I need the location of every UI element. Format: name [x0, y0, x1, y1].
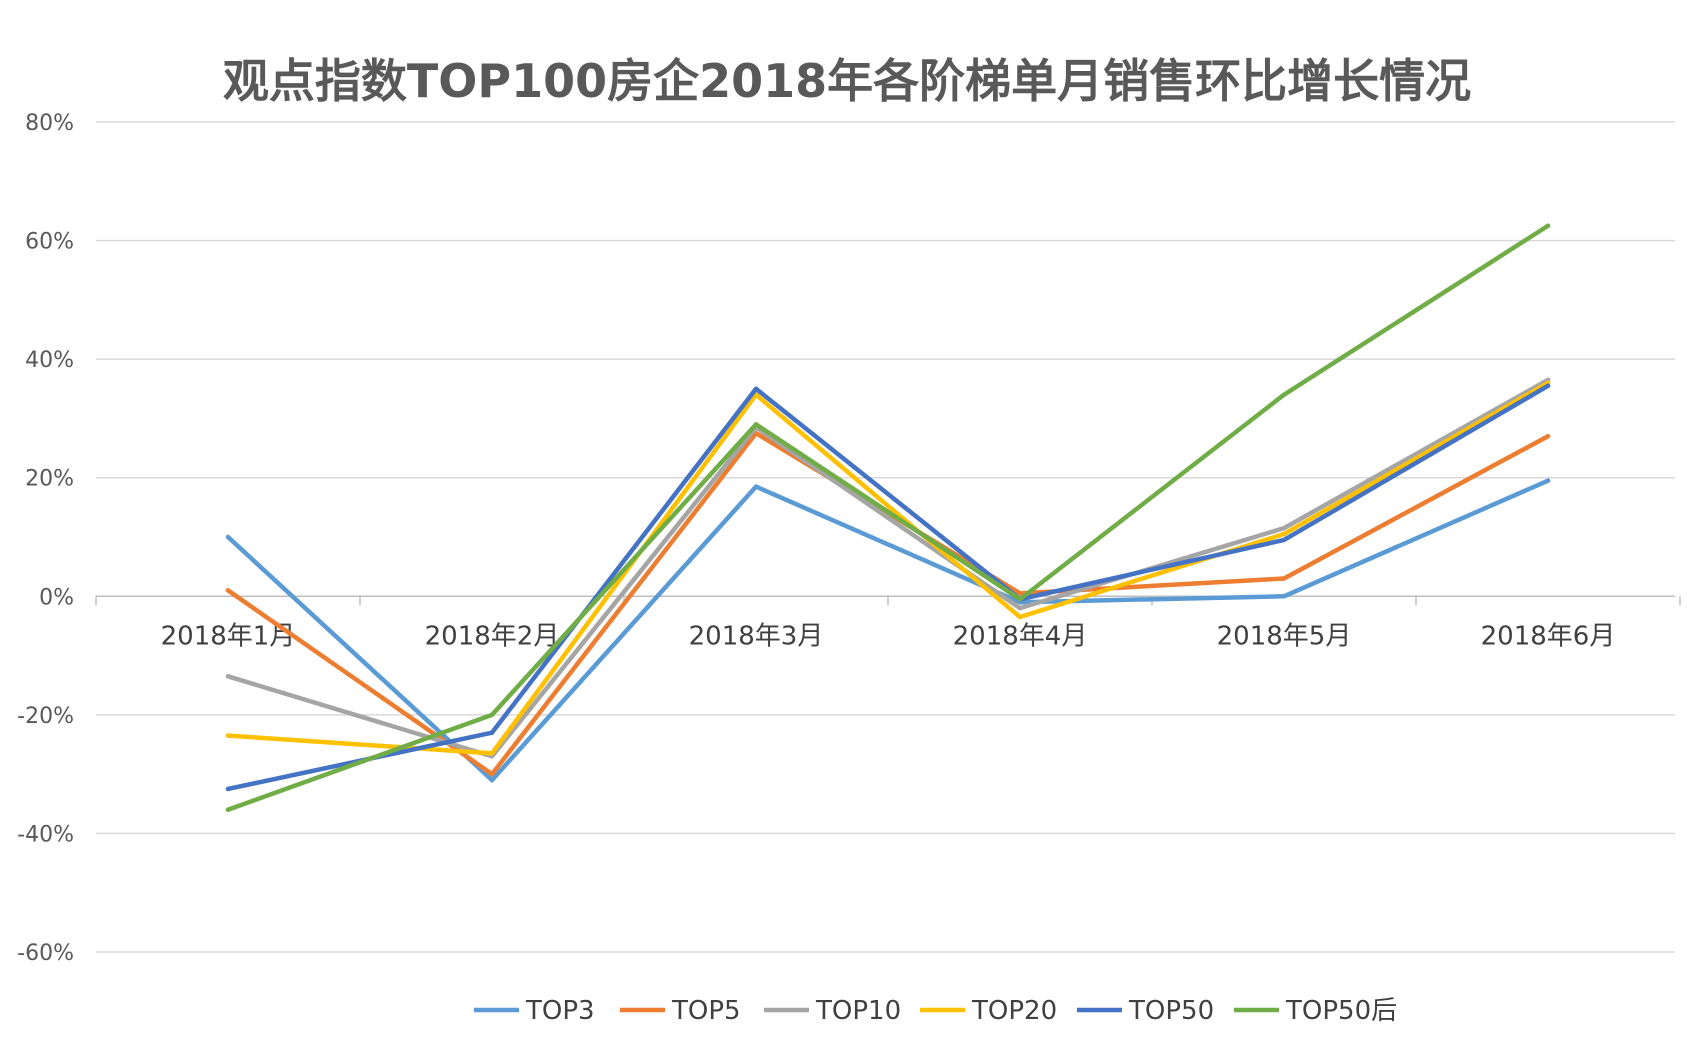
- data-point: [225, 786, 231, 792]
- legend-item: TOP5: [620, 996, 741, 1026]
- x-category-label: 2018年2月: [425, 621, 560, 651]
- data-point: [225, 733, 231, 738]
- data-point: [489, 751, 495, 756]
- legend-item: TOP3: [474, 996, 595, 1026]
- y-tick-label: -60%: [17, 941, 74, 966]
- series-top20: [225, 380, 1551, 756]
- data-point: [753, 386, 759, 391]
- chart-title: 观点指数TOP100房企2018年各阶梯单月销售环比增长情况: [223, 54, 1471, 108]
- y-tick-label: -40%: [17, 822, 74, 847]
- data-point: [1545, 434, 1551, 439]
- x-category-label: 2018年1月: [161, 621, 296, 651]
- data-point: [1281, 392, 1287, 397]
- data-point: [225, 807, 231, 812]
- data-point: [1545, 383, 1551, 389]
- series-line: [225, 383, 1551, 792]
- y-tick-label: 60%: [25, 230, 74, 255]
- data-point: [225, 674, 231, 679]
- legend-label: TOP50后: [1285, 996, 1397, 1026]
- series-top50: [225, 383, 1551, 792]
- legend-item: TOP10: [764, 996, 901, 1026]
- series-line: [225, 380, 1551, 756]
- data-point: [489, 771, 495, 777]
- data-point: [489, 777, 495, 783]
- y-tick-label: 20%: [25, 467, 74, 492]
- x-axis-category-labels: 2018年1月 2018年2月 2018年3月 2018年4月 2018年5月 2018年…: [161, 621, 1616, 651]
- legend-label: TOP3: [525, 996, 595, 1026]
- x-category-label: 2018年5月: [1217, 621, 1352, 651]
- data-point: [1545, 478, 1551, 483]
- legend-item: TOP50: [1077, 996, 1214, 1026]
- data-point: [1017, 614, 1023, 620]
- y-tick-label: 80%: [25, 111, 74, 136]
- data-point: [1281, 537, 1287, 543]
- legend-label: TOP5: [671, 996, 741, 1026]
- y-tick-label: 40%: [25, 348, 74, 373]
- series-line: [225, 478, 1551, 783]
- data-point: [1017, 591, 1023, 596]
- data-point: [225, 534, 231, 540]
- legend-item: TOP50后: [1234, 996, 1397, 1026]
- legend: TOP3 TOP5 TOP10 TOP20 TOP50 TOP50后: [474, 996, 1397, 1026]
- data-point: [1017, 597, 1023, 602]
- data-point: [1281, 576, 1287, 581]
- data-point: [225, 588, 231, 593]
- data-point: [753, 484, 759, 489]
- legend-label: TOP20: [971, 996, 1057, 1026]
- data-point: [489, 712, 495, 718]
- x-category-label: 2018年3月: [689, 621, 824, 651]
- y-axis-tick-labels: 80% 60% 40% 20% 0% -20% -40% -60%: [17, 111, 74, 966]
- legend-label: TOP10: [815, 996, 901, 1026]
- x-category-label: 2018年6月: [1481, 621, 1616, 651]
- x-category-label: 2018年4月: [953, 621, 1088, 651]
- data-point: [489, 730, 495, 735]
- data-point: [1281, 531, 1287, 537]
- data-point: [1281, 594, 1287, 599]
- y-tick-label: 0%: [39, 585, 74, 610]
- series-top50后: [225, 223, 1551, 812]
- data-point: [1281, 525, 1287, 531]
- data-point: [753, 422, 759, 427]
- legend-item: TOP20: [920, 996, 1057, 1026]
- data-point: [1017, 605, 1023, 611]
- legend-label: TOP50: [1128, 996, 1214, 1026]
- grid-lines: [95, 121, 1681, 953]
- series-line: [225, 223, 1551, 812]
- y-tick-label: -20%: [17, 704, 74, 729]
- series-lines: [225, 223, 1551, 812]
- data-point: [1545, 223, 1551, 228]
